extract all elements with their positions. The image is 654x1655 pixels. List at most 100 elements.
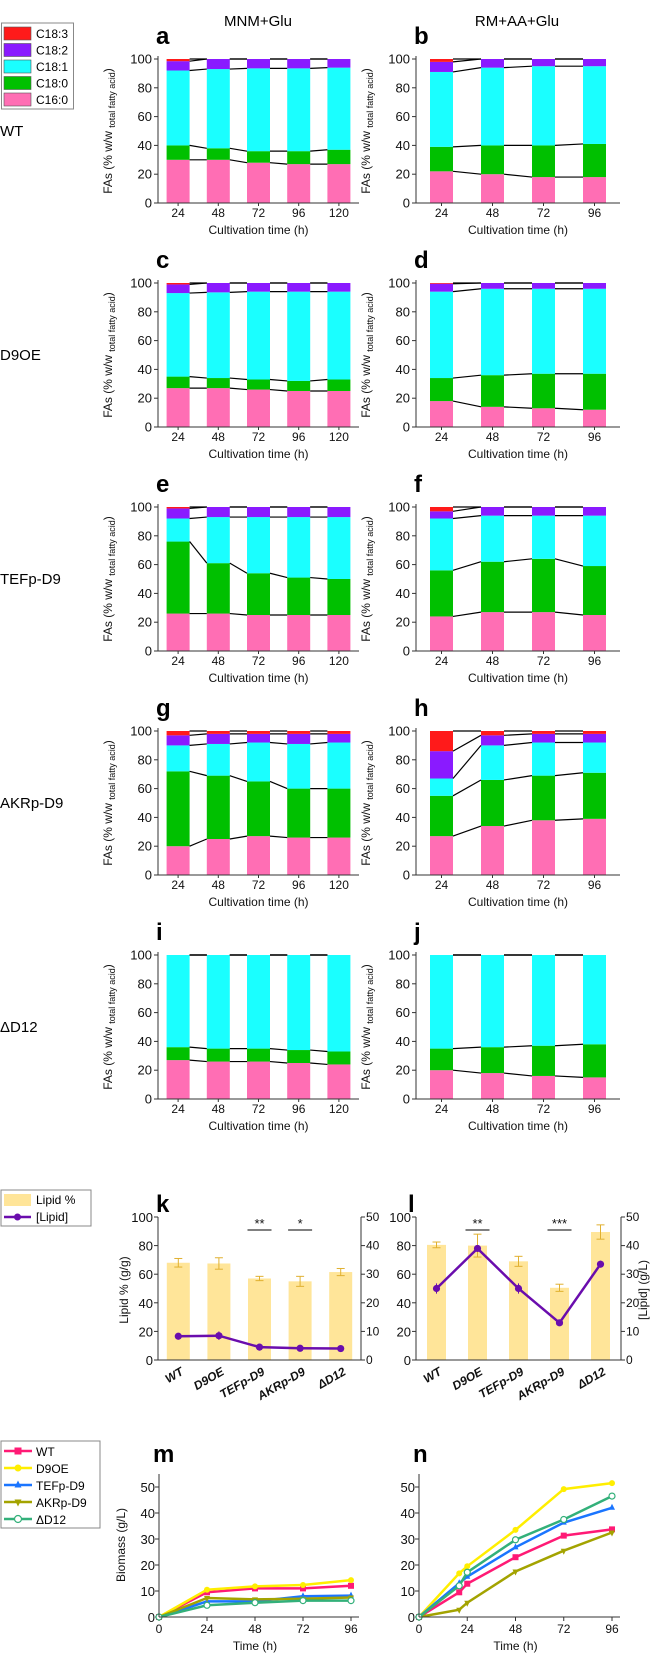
x-axis-title: Cultivation time (h) [468,447,568,461]
series-line-WT [418,1528,613,1619]
bar-segment-C16-0 [287,164,311,203]
marker-circle [512,1526,519,1533]
bar-segment-C16-0 [206,159,230,203]
bar-segment-C18-2 [430,283,453,292]
connector-line [269,572,288,579]
marker-triangle-down [464,1600,471,1607]
y-tick-label: 40 [141,1506,155,1521]
bar-lipid-percent [248,1278,271,1360]
x-tick-label: 72 [537,1102,551,1116]
series-line-TEFp-D9 [418,1506,613,1618]
x-tick-label: 24 [461,1622,475,1636]
bar-segment-C16-0 [206,388,230,427]
point-lipid-conc [215,1332,223,1340]
connector-line [189,1059,207,1063]
legend-label: C18:3 [36,27,68,41]
bar-segment-C18-2 [206,733,230,744]
connector-line [452,400,482,408]
row-label: WT [0,123,23,140]
y-tick-label: 80 [396,304,410,319]
y-axis-title-main: FAs (% w/w [359,128,373,194]
bar-segment-C16-0 [430,401,453,427]
bar-segment-C16-0 [206,613,230,651]
y-axis-title-end: ) [101,68,115,72]
bar-segment-C18-0 [287,1050,311,1063]
bar-segment-C18-0 [327,1051,351,1065]
bar-segment-C18-0 [287,151,311,165]
y-axis-title-end: ) [101,516,115,520]
x-tick-label: 96 [588,206,602,220]
bar-segment-C18-0 [532,775,555,821]
bar-segment-C18-0 [166,145,190,160]
bar-segment-C16-0 [583,1077,606,1099]
bar-segment-C18-2 [430,751,453,779]
bar-segment-C18-1 [206,69,230,149]
connector-line [269,835,288,839]
bar-segment-C18-1 [481,515,504,562]
x-tick-label: 120 [329,1102,349,1116]
marker-triangle-down [512,1569,519,1576]
bar-segment-C16-0 [327,615,351,651]
y-axis-title-end: ) [101,740,115,744]
y-tick-label: 100 [130,724,152,739]
bar-segment-C18-0 [430,570,453,617]
connector-line [269,1060,288,1064]
marker-square [609,1526,615,1533]
bar-segment-C18-1 [247,742,270,782]
legend-swatch-lipid-percent [4,1194,31,1206]
bar-segment-C18-0 [287,788,311,838]
bar-segment-C18-3 [430,507,453,512]
bar-segment-C18-0 [481,1047,504,1074]
x-tick-label: ΔD12 [314,1364,348,1392]
connector-line [452,561,482,571]
x-tick-label: 120 [329,430,349,444]
y-tick-label: 80 [138,528,152,543]
bar-lipid-percent [288,1281,312,1360]
bar-segment-C18-0 [247,379,270,390]
bar-segment-C18-2 [247,507,270,518]
connector-line [229,387,248,391]
x-tick-label: 96 [344,1622,358,1636]
y-tick-label: 0 [146,1353,153,1368]
legend-marker [14,1213,21,1221]
bar-segment-C18-2 [532,507,555,516]
x-axis-title: Cultivation time (h) [208,1119,308,1133]
y2-tick-label: 30 [366,1267,380,1281]
y-tick-label: 100 [130,276,152,291]
y-tick-label: 40 [138,810,152,825]
bar-segment-C16-0 [166,613,190,651]
bar-segment-C18-1 [206,292,230,379]
connector-line [503,373,533,376]
connector-line [189,376,207,379]
connector-line [503,406,533,409]
y-tick-label: 0 [145,196,152,211]
marker-open-circle [455,1582,463,1590]
marker-circle [348,1577,354,1584]
bar-segment-C18-1 [583,515,606,567]
bar-segment-C18-2 [481,507,504,516]
bar-segment-C18-1 [583,742,606,773]
bar-segment-C16-0 [166,1060,190,1099]
bar-segment-C18-0 [532,558,555,613]
y-tick-label: 60 [397,1267,411,1282]
y-axis-title-end: ) [359,68,373,72]
x-tick-label: 48 [212,206,226,220]
y-tick-label: 100 [388,500,410,515]
bar-segment-C18-1 [206,955,230,1049]
connector-line [310,741,328,745]
bar-segment-C18-1 [166,293,190,377]
y-tick-label: 20 [396,167,410,182]
bar-segment-C18-3 [287,731,311,734]
bar-segment-C16-0 [430,836,453,875]
marker-square [300,1585,306,1592]
bar-segment-C18-0 [481,779,504,827]
bar-segment-C18-0 [327,149,351,165]
bar-segment-C18-1 [430,291,453,379]
x-tick-label: 96 [292,1102,306,1116]
row-label: D9OE [0,347,41,364]
y-axis-title-main: FAs (% w/w [359,800,373,866]
legend-swatch-C18:1 [3,59,32,74]
x-tick-label: 72 [252,1102,266,1116]
connector-line [503,558,533,563]
y-tick-label: 80 [138,80,152,95]
